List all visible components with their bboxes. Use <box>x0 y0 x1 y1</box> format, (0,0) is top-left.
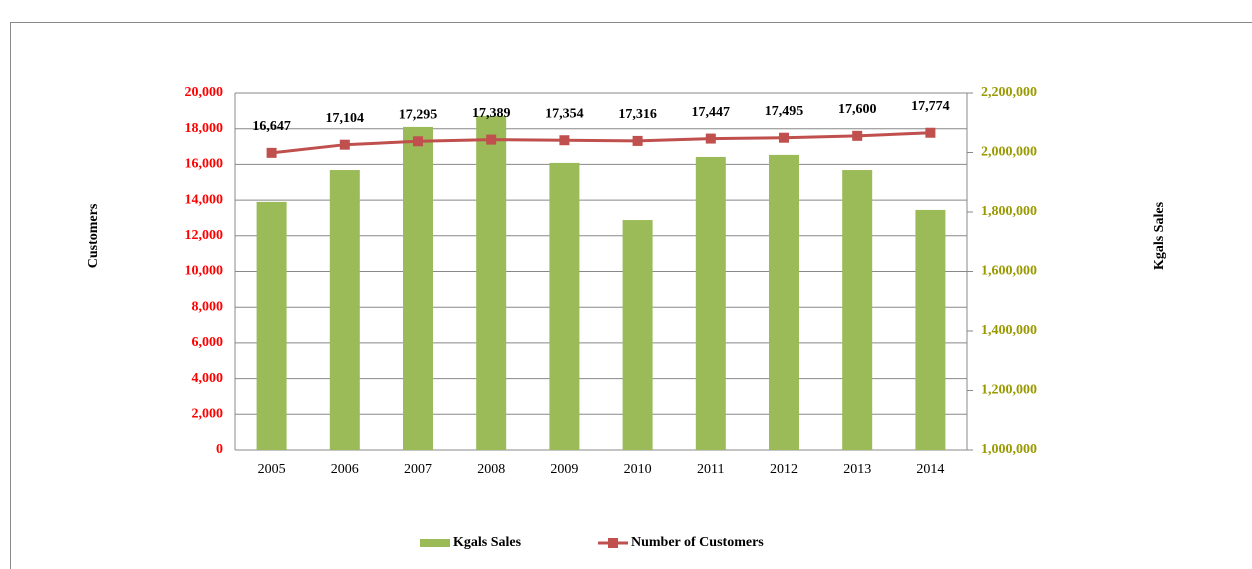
marker <box>925 127 936 138</box>
y-tick-label: 2,000 <box>192 407 224 422</box>
x-tick-label: 2011 <box>697 462 724 477</box>
legend-swatch <box>608 538 618 548</box>
y2-tick-label: 1,600,000 <box>981 264 1037 279</box>
y2-tick-label: 2,000,000 <box>981 145 1037 160</box>
bar <box>403 126 433 450</box>
x-tick-label: 2008 <box>477 462 505 477</box>
bar <box>915 209 946 450</box>
marker <box>559 135 570 146</box>
x-tick-label: 2007 <box>404 462 432 477</box>
y-tick-label: 20,000 <box>185 85 224 100</box>
y-tick-label: 6,000 <box>192 335 224 350</box>
x-tick-label: 2013 <box>843 462 871 477</box>
data-label: 17,316 <box>618 107 657 122</box>
x-tick-label: 2006 <box>331 462 359 477</box>
chart-frame <box>10 22 1252 569</box>
y2-tick-label: 1,400,000 <box>981 323 1037 338</box>
marker <box>486 134 497 145</box>
legend-swatch <box>420 539 450 547</box>
data-label: 17,104 <box>326 111 365 126</box>
data-label: 17,354 <box>545 106 584 121</box>
marker <box>339 139 350 150</box>
data-label: 17,447 <box>692 105 731 120</box>
marker <box>632 135 643 146</box>
x-tick-label: 2010 <box>624 462 652 477</box>
bar <box>622 220 653 450</box>
x-tick-label: 2012 <box>770 462 798 477</box>
bar <box>256 201 287 450</box>
marker <box>779 132 789 143</box>
x-tick-label: 2009 <box>550 462 578 477</box>
line <box>271 131 931 155</box>
bar <box>695 156 726 450</box>
bar <box>329 170 360 451</box>
data-label: 17,295 <box>399 108 438 123</box>
y2-tick-label: 1,000,000 <box>981 442 1037 457</box>
y-tick-label: 0 <box>216 442 223 457</box>
marker <box>413 136 423 147</box>
y-tick-label: 18,000 <box>185 121 224 136</box>
bar <box>769 154 799 450</box>
y2-tick-label: 2,200,000 <box>981 85 1037 100</box>
y2-tick-label: 1,200,000 <box>981 383 1037 398</box>
y2-axis-title: Kgals Sales <box>1152 201 1167 270</box>
data-label: 17,389 <box>472 106 511 121</box>
x-tick-label: 2014 <box>916 462 944 477</box>
y-tick-label: 14,000 <box>185 192 224 207</box>
marker <box>705 133 716 144</box>
x-tick-label: 2005 <box>258 462 286 477</box>
y2-tick-label: 1,800,000 <box>981 204 1037 219</box>
legend-label: Kgals Sales <box>453 535 522 550</box>
data-label: 16,647 <box>252 119 291 134</box>
y-tick-label: 8,000 <box>192 299 224 314</box>
legend-label: Number of Customers <box>631 535 764 550</box>
marker <box>266 147 277 158</box>
marker <box>852 130 863 141</box>
y-tick-label: 4,000 <box>192 371 224 386</box>
y-axis-title: Customers <box>86 203 101 268</box>
y-tick-label: 16,000 <box>185 157 224 172</box>
data-label: 17,600 <box>838 102 877 117</box>
bar <box>476 115 507 450</box>
data-label: 17,774 <box>911 99 950 114</box>
bar <box>842 170 873 451</box>
y-tick-label: 10,000 <box>185 264 224 279</box>
y-tick-label: 12,000 <box>185 228 224 243</box>
data-label: 17,495 <box>765 104 804 119</box>
bar <box>549 162 580 450</box>
